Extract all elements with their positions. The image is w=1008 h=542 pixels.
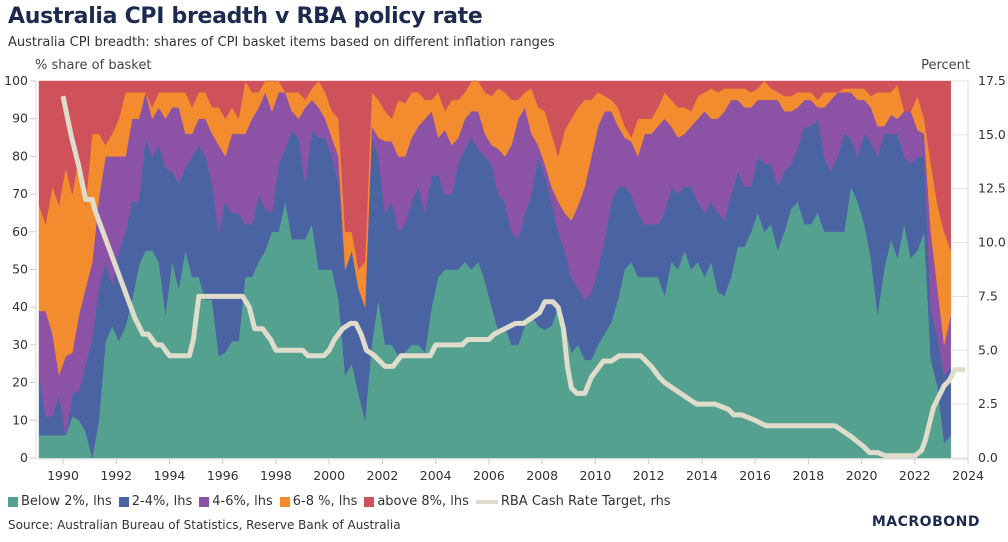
x-tick-label: 2018 [792, 468, 824, 483]
x-tick-label: 2024 [952, 468, 984, 483]
y-tick-left-label: 70 [12, 186, 28, 201]
x-tick-label: 2016 [739, 468, 771, 483]
y-tick-right-label: 2.5 [978, 396, 998, 411]
legend-label: 2-4%, lhs [131, 494, 193, 509]
legend-label: RBA Cash Rate Target, rhs [500, 494, 671, 509]
y-axis-label-left: % share of basket [35, 58, 152, 73]
legend-color-swatch [279, 496, 290, 507]
x-tick-label: 2022 [899, 468, 931, 483]
x-tick-label: 2020 [846, 468, 878, 483]
legend-item: 6-8 %, lhs [279, 494, 358, 509]
y-tick-right-label: 17.5 [978, 73, 1006, 88]
y-tick-left-label: 100 [4, 73, 28, 88]
y-tick-left-label: 10 [12, 412, 28, 427]
legend-item: 2-4%, lhs [118, 494, 193, 509]
x-tick-label: 2004 [420, 468, 452, 483]
x-tick-label: 1998 [260, 468, 292, 483]
legend-item: 4-6%, lhs [199, 494, 273, 509]
y-tick-right-label: 10.0 [978, 235, 1006, 250]
x-tick-label: 2012 [633, 468, 665, 483]
x-tick-label: 1992 [100, 468, 132, 483]
y-tick-right-label: 15.0 [978, 127, 1006, 142]
x-tick-label: 2010 [579, 468, 611, 483]
y-axis-label-right: Percent [921, 58, 970, 73]
y-tick-left-label: 60 [12, 224, 28, 239]
legend-item: above 8%, lhs [364, 494, 469, 509]
y-tick-left-label: 90 [12, 111, 28, 126]
axes: 0 10 20 30 40 50 60 70 80 90 100 0.0 2.5 5.0 7.5 10.0 12… [4, 73, 1006, 483]
legend-label: above 8%, lhs [377, 494, 469, 509]
stacked-areas [38, 80, 951, 459]
x-tick-label: 1990 [47, 468, 79, 483]
x-tick-label: 1994 [154, 468, 186, 483]
legend-item: Below 2%, lhs [8, 494, 112, 509]
x-tick-label: 2008 [526, 468, 558, 483]
legend-line-swatch [475, 499, 498, 504]
area-band-5 [38, 80, 951, 270]
legend-label: Below 2%, lhs [21, 494, 112, 509]
y-tick-left-label: 0 [20, 450, 28, 465]
legend-label: 4-6%, lhs [212, 494, 273, 509]
y-tick-left-label: 40 [12, 299, 28, 314]
legend-color-swatch [199, 496, 210, 507]
chart-subtitle: Australia CPI breadth: shares of CPI bas… [8, 35, 555, 50]
x-tick-label: 2000 [313, 468, 345, 483]
rate-line-group [60, 95, 966, 459]
x-tick-label: 2014 [686, 468, 718, 483]
y-tick-left-label: 30 [12, 337, 28, 352]
y-tick-left-label: 80 [12, 148, 28, 163]
legend-color-swatch [364, 496, 375, 507]
gridlines [30, 80, 969, 460]
y-tick-left-label: 20 [12, 375, 28, 390]
legend: Below 2%, lhs 2-4%, lhs 4-6%, lhs 6-8 %, lh… [8, 494, 671, 509]
macrobond-logo: MACROBOND [871, 514, 980, 530]
legend-color-swatch [118, 496, 129, 507]
rba-cash-rate-line [60, 95, 966, 459]
legend-color-swatch [8, 496, 18, 507]
legend-item: RBA Cash Rate Target, rhs [475, 494, 671, 509]
y-tick-right-label: 5.0 [978, 342, 998, 357]
source-note: Source: Australian Bureau of Statistics,… [8, 518, 401, 532]
x-tick-label: 2006 [473, 468, 505, 483]
legend-label: 6-8 %, lhs [292, 494, 358, 509]
chart-title: Australia CPI breadth v RBA policy rate [8, 4, 483, 29]
y-tick-left-label: 50 [12, 262, 28, 277]
x-tick-label: 2002 [367, 468, 399, 483]
x-tick-label: 1996 [207, 468, 239, 483]
y-tick-right-label: 12.5 [978, 181, 1006, 196]
y-tick-right-label: 7.5 [978, 288, 998, 303]
y-tick-right-label: 0.0 [978, 450, 998, 465]
